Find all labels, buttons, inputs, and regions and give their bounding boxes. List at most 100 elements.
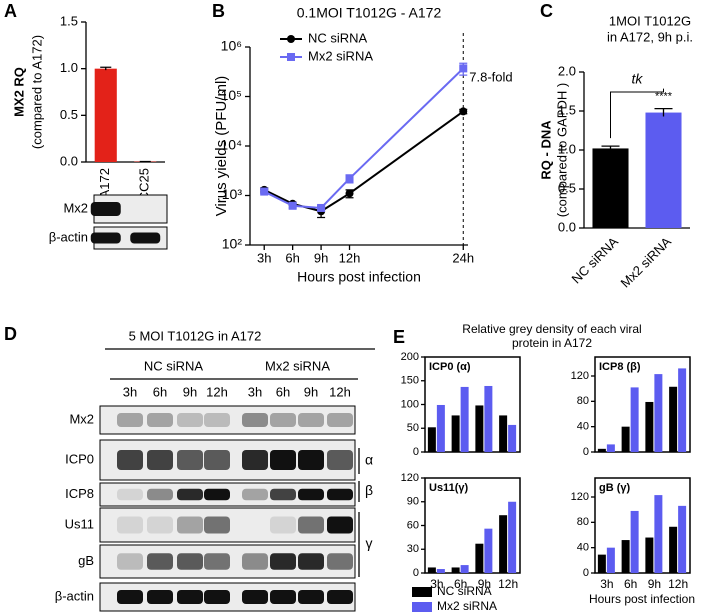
group-label: NC siRNA [144,358,204,373]
panel-label: B [212,1,225,21]
class-label: β [365,482,373,498]
blot-band [147,516,173,534]
bar [654,495,663,573]
legend-label: Mx2 siRNA [308,48,373,63]
bar [645,537,654,573]
blot-band [117,516,143,534]
group-label: Mx2 siRNA [265,358,330,373]
blot-band [327,553,353,570]
blot-band [327,488,353,501]
panel-frame [594,477,691,574]
y-tick-label: 120 [571,370,589,382]
x-tick-label: 12h [668,577,688,591]
x-axis-label: Hours post infection [297,269,421,285]
y-tick-label: 1.0 [60,60,78,75]
y-tick-label: 100 [401,398,419,410]
blot-band [298,450,324,470]
panel-title: ICP8 (β) [599,361,641,373]
bar [508,501,517,573]
blot-band [117,553,143,570]
blot-band [177,516,203,534]
lane-label: 3h [123,384,137,399]
blot-row [99,405,356,435]
y-tick-label: 10⁴ [220,137,242,153]
blot-band [242,413,268,427]
blot-band [242,450,268,470]
y-tick-label: 10⁶ [221,38,242,54]
y-tick-label: 0 [413,446,419,458]
blot-row-label: β-actin [49,229,88,244]
y-tick-label: 1.0 [558,141,576,156]
bar [669,386,678,452]
error-bar [100,66,112,71]
legend-label: NC siRNA [437,584,492,598]
blot-band [270,590,296,604]
blot-band [298,553,324,570]
blot-band [177,413,203,427]
bar [94,68,117,162]
bar [427,567,436,573]
blot-row-label: Mx2 [63,200,88,215]
blot-row-label: Mx2 [69,411,94,426]
x-tick-label: 12h [498,577,518,591]
bar [669,526,678,573]
x-tick-label: Mx2 siRNA [617,234,674,291]
blot-row-label: ICP0 [65,451,94,466]
bar [436,404,445,452]
bracket [610,88,664,139]
x-axis-label: Hours post infection [589,592,695,606]
chart-title: 0.1MOI T1012G - A172 [297,5,442,21]
bar [630,387,639,452]
y-tick-label: 200 [401,351,419,363]
y-tick-label: 0 [583,567,589,579]
legend-swatch [412,587,432,597]
blot-band [177,590,203,604]
marker [345,174,354,183]
x-tick-label: 12h [339,250,361,265]
blot-band [177,553,203,570]
bar [508,424,517,452]
panel-title: Us11(γ) [429,482,468,494]
chart-title: in A172, 9h p.i. [607,29,693,44]
panel-label: C [540,1,553,21]
panel-label: D [4,324,17,344]
panel-title: gB (γ) [599,482,631,494]
bar [645,401,654,452]
blot-band [204,553,230,570]
blot-row-label: Us11 [65,516,94,531]
x-tick-label: A172 [97,168,112,198]
bar [427,427,436,452]
blot-row-label: ICP8 [65,486,94,501]
blot-band [270,516,296,534]
class-label: α [365,452,373,468]
bar [654,374,663,452]
blot-band [298,590,324,604]
blot-band [204,413,230,427]
y-tick-label: 10² [222,236,243,252]
blot-band [204,450,230,470]
lane-label: 6h [276,384,290,399]
blot-band [177,488,203,501]
lane-label: 3h [248,384,262,399]
y-tick-label: 10³ [222,186,243,202]
y-tick-label: 2.0 [558,63,576,78]
y-tick-label: 120 [401,472,419,484]
blot-band [327,450,353,470]
class-label: γ [366,535,373,551]
x-tick-label: 24h [452,250,474,265]
marker [317,203,326,212]
blot-band [270,413,296,427]
significance: **** [655,91,673,103]
bar [460,386,469,452]
lane-label: 12h [206,384,228,399]
bar [451,567,460,573]
annotation: 7.8-fold [469,69,512,84]
y-axis-label: RQ - DNA [538,120,553,180]
x-tick-label: 6h [285,250,299,265]
blot-band [130,232,161,244]
y-tick-label: 1.5 [60,13,78,28]
x-tick-label: 3h [600,577,613,591]
blot-band [147,450,173,470]
blot-band [90,232,121,244]
